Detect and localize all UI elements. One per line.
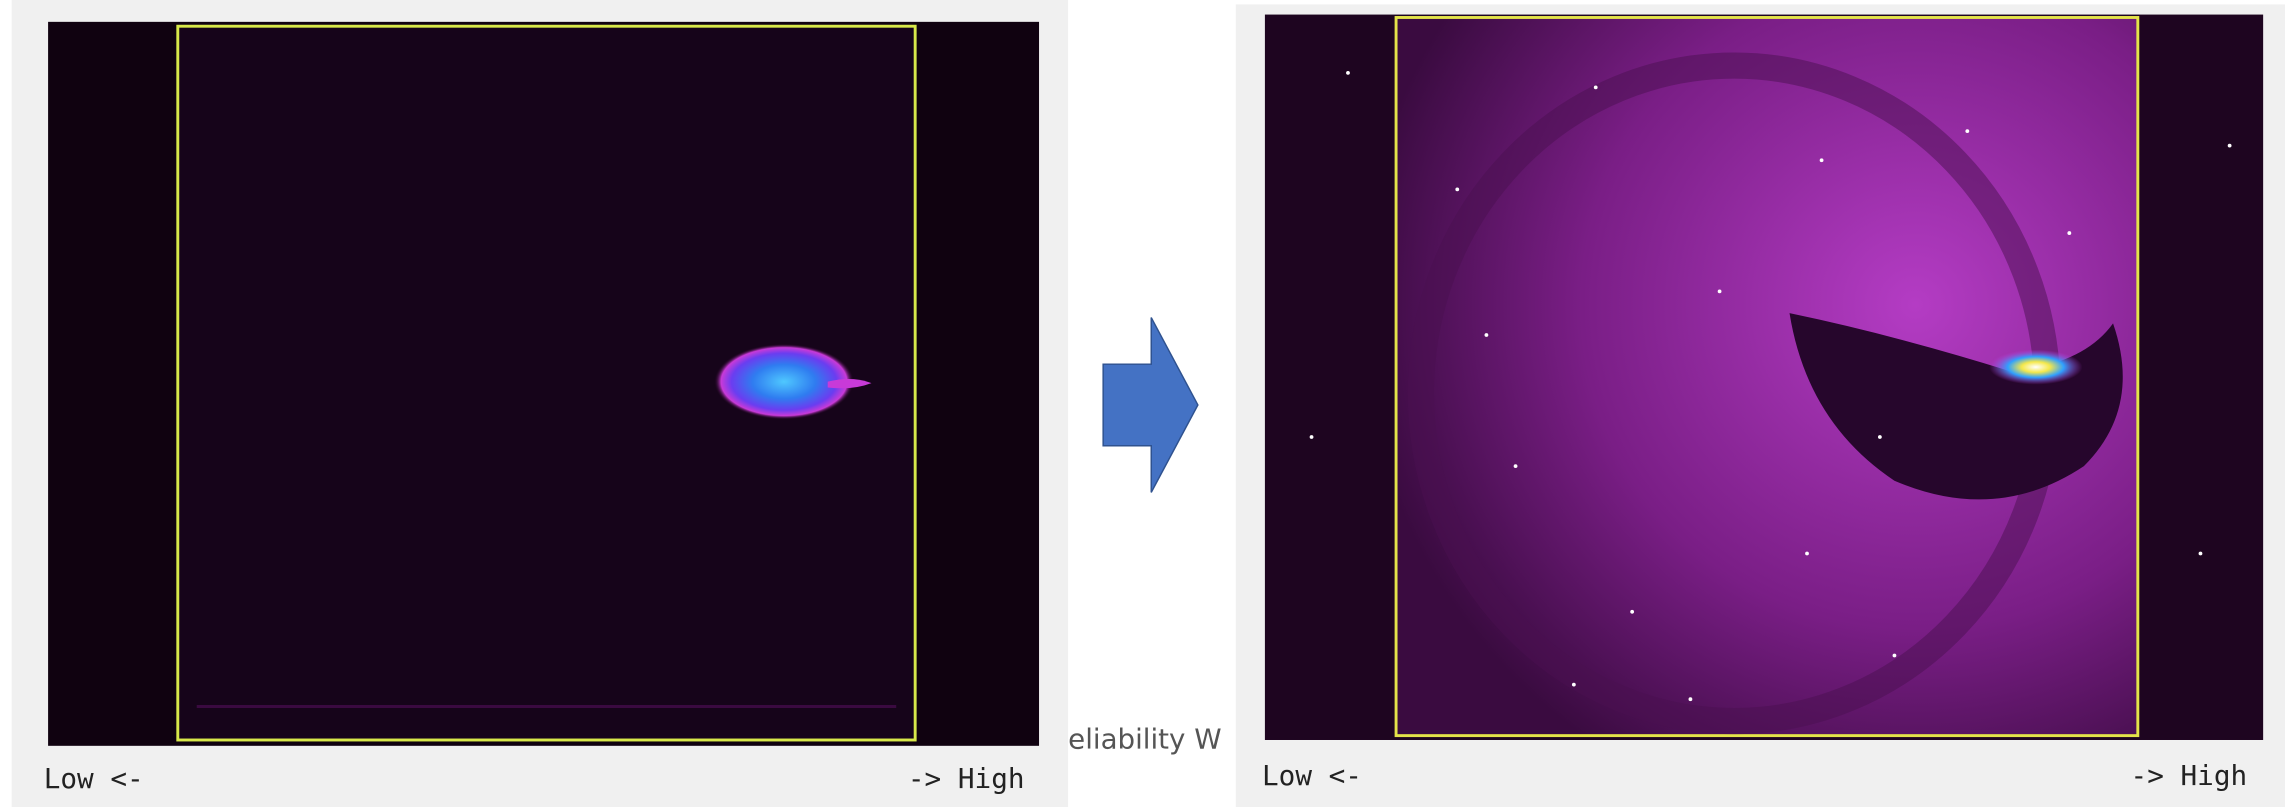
shadow bbox=[1789, 313, 2123, 500]
low-label: Low <- bbox=[1262, 759, 1362, 792]
noise-dots bbox=[1309, 70, 2232, 702]
hot-spot bbox=[1989, 349, 2083, 385]
left-panel: Low <- -> High bbox=[11, 0, 1069, 807]
high-label: -> High bbox=[908, 762, 1025, 795]
arrow bbox=[1102, 317, 1199, 493]
right-panel: Low <- -> High bbox=[1235, 4, 2285, 807]
emission-spot bbox=[714, 343, 854, 420]
low-label: Low <- bbox=[44, 762, 144, 795]
occluded-text: eliability W bbox=[1068, 723, 1221, 756]
high-label: -> High bbox=[2131, 759, 2248, 792]
emission-tail bbox=[827, 379, 872, 389]
